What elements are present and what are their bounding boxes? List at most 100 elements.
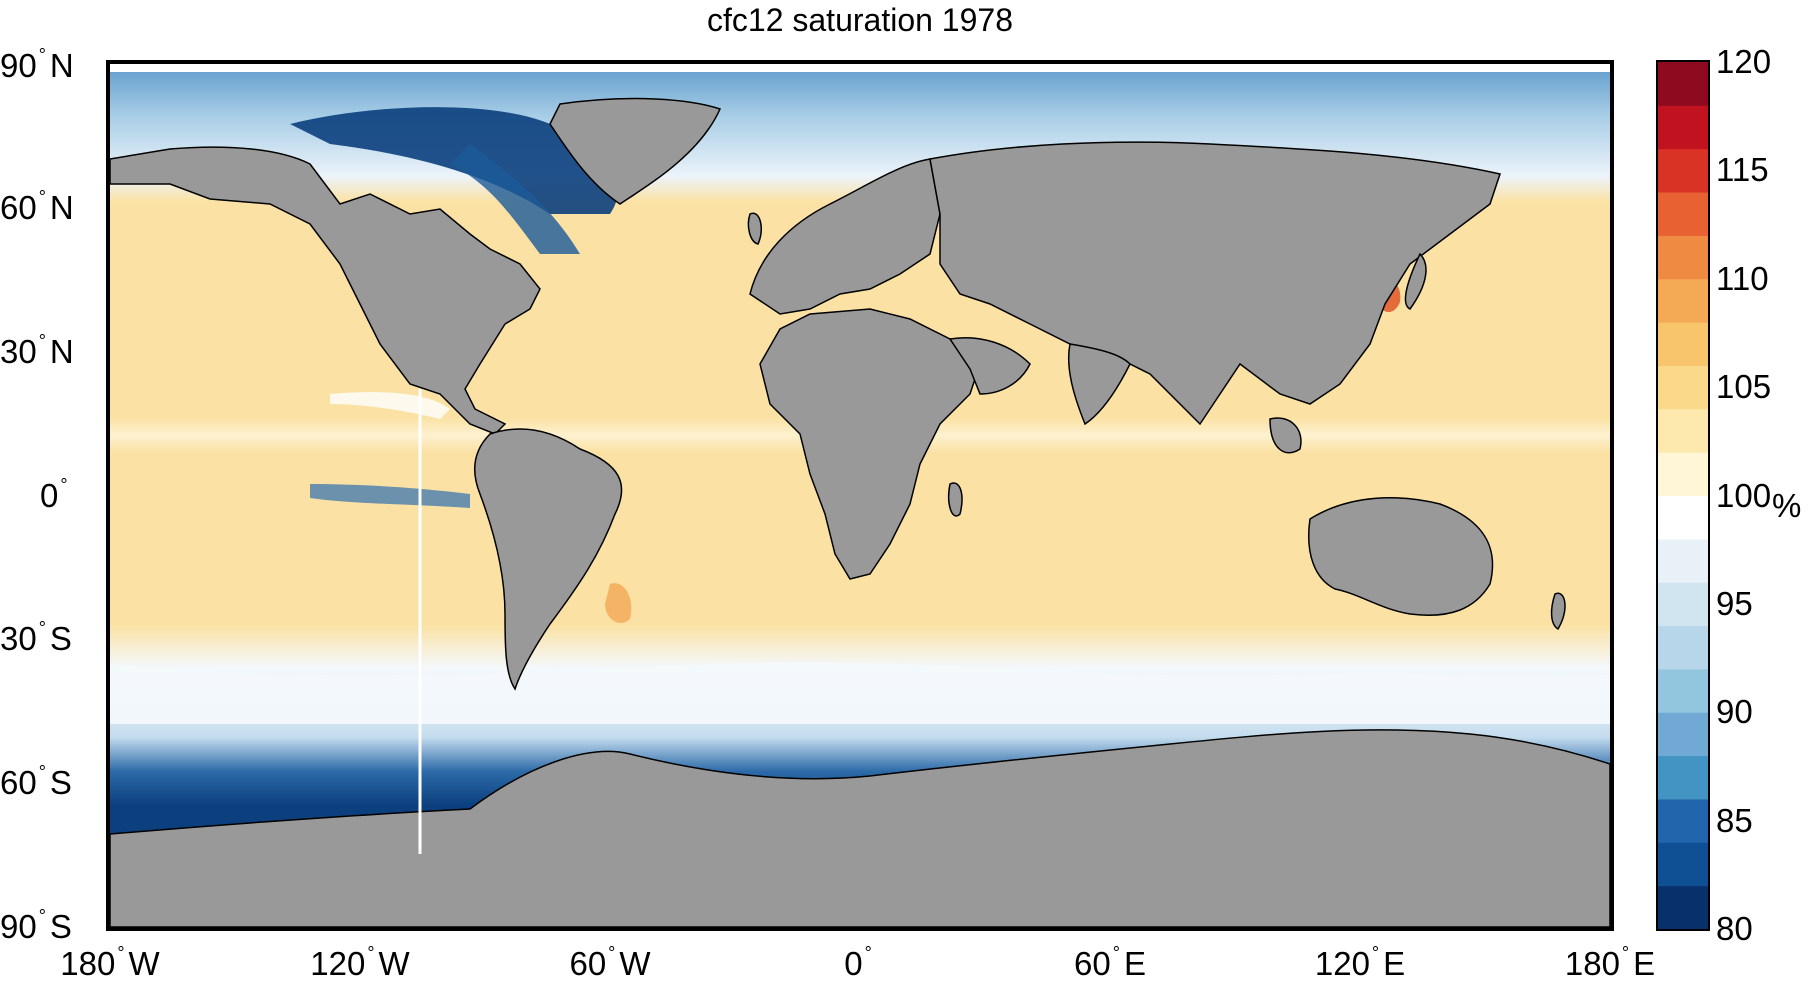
southern-white-band bbox=[110, 661, 1610, 724]
colorbar-swatch bbox=[1658, 105, 1708, 150]
degree-symbol: ° bbox=[38, 45, 46, 65]
colorbar-swatch bbox=[1658, 798, 1708, 843]
colorbar-tick-label: 95 bbox=[1716, 584, 1753, 622]
colorbar-swatch bbox=[1658, 322, 1708, 366]
degree-symbol: ° bbox=[38, 186, 46, 207]
lat-tick-label: 90 ° N bbox=[0, 45, 98, 89]
lon-tick-label-hemisphere: E bbox=[1123, 945, 1146, 982]
japan bbox=[1404, 252, 1427, 310]
lon-tick-label-value: 60 bbox=[1074, 945, 1111, 982]
colorbar-swatch bbox=[1658, 495, 1708, 540]
lat-tick-label-value: 60 bbox=[0, 764, 37, 802]
lon-tick-label-value: 120 bbox=[1314, 945, 1370, 982]
lon-tick-label: 180 ° E bbox=[1564, 943, 1656, 987]
degree-symbol: ° bbox=[1621, 943, 1630, 963]
lon-tick-label: 0 ° bbox=[844, 943, 876, 987]
degree-symbol: ° bbox=[38, 762, 46, 783]
degree-symbol: ° bbox=[38, 330, 46, 351]
colorbar-swatch bbox=[1658, 192, 1708, 236]
colorbar-tick-label: 100 bbox=[1716, 476, 1772, 514]
lon-tick-label-hemisphere: E bbox=[1633, 945, 1656, 982]
colorbar-swatch bbox=[1658, 885, 1708, 929]
colorbar-swatch bbox=[1658, 452, 1708, 496]
argentina-warm bbox=[605, 583, 632, 624]
colorbar bbox=[1656, 60, 1710, 931]
colorbar-swatch bbox=[1658, 668, 1708, 713]
colorbar-swatch bbox=[1658, 148, 1708, 193]
madagascar bbox=[948, 482, 963, 517]
lat-tick-label-hemisphere: N bbox=[49, 188, 74, 226]
europe bbox=[749, 158, 941, 315]
north-america bbox=[110, 146, 541, 435]
lat-tick-label-hemisphere: N bbox=[49, 332, 74, 370]
british-isles bbox=[747, 212, 762, 245]
lat-tick-label: 60 ° N bbox=[0, 186, 98, 231]
degree-symbol: ° bbox=[367, 943, 375, 963]
colorbar-swatch bbox=[1658, 625, 1708, 670]
degree-symbol: ° bbox=[608, 943, 616, 963]
greenland bbox=[549, 97, 722, 205]
degree-symbol: ° bbox=[38, 906, 46, 926]
india bbox=[1067, 343, 1131, 426]
lon-tick-label-hemisphere: W bbox=[619, 945, 651, 982]
colorbar-swatch bbox=[1658, 278, 1708, 323]
colorbar-swatch bbox=[1658, 365, 1708, 410]
colorbar-swatch bbox=[1658, 842, 1708, 887]
lon-tick-label-hemisphere: W bbox=[128, 945, 160, 982]
colorbar-swatch bbox=[1658, 408, 1708, 453]
colorbar-swatch bbox=[1658, 755, 1708, 800]
labrador-band bbox=[450, 144, 580, 254]
blank-north-edge bbox=[110, 64, 1610, 72]
lat-tick-label-hemisphere: N bbox=[49, 47, 74, 84]
antarctica bbox=[110, 729, 1610, 927]
arabia bbox=[948, 337, 1031, 395]
colorbar-swatch bbox=[1658, 582, 1708, 627]
australia bbox=[1308, 497, 1494, 616]
lat-tick-label: 30 ° N bbox=[0, 330, 98, 375]
map-title: cfc12 saturation 1978 bbox=[707, 2, 1013, 38]
lon-tick-label: 120 ° E bbox=[1314, 943, 1406, 987]
lat-tick-label-value: 90 bbox=[0, 908, 37, 945]
lat-tick-label: 60 ° S bbox=[0, 762, 98, 806]
lat-tick-label-hemisphere: S bbox=[49, 620, 72, 658]
lon-tick-label: 60 ° E bbox=[1074, 943, 1146, 987]
asia bbox=[929, 141, 1501, 426]
colorbar-tick-label: 105 bbox=[1716, 368, 1772, 406]
lon-tick-label-value: 180 bbox=[1564, 945, 1620, 982]
lat-tick-label-value: 90 bbox=[0, 47, 37, 84]
south-america bbox=[474, 428, 623, 691]
degree-symbol: ° bbox=[117, 943, 125, 963]
colorbar-scale bbox=[1658, 62, 1708, 929]
land-masses bbox=[110, 97, 1610, 927]
colorbar-swatch bbox=[1658, 62, 1708, 106]
lon-tick-label-value: 0 bbox=[844, 945, 863, 982]
colorbar-tick-label: 85 bbox=[1716, 801, 1753, 839]
world-map bbox=[106, 60, 1614, 931]
lat-tick-label-value: 60 bbox=[0, 188, 37, 226]
lon-tick-label-value: 180 bbox=[60, 945, 116, 982]
colorbar-tick-label: 120 bbox=[1716, 43, 1772, 80]
lat-tick-label: 0 ° bbox=[40, 474, 138, 519]
lon-tick-label-hemisphere: E bbox=[1383, 945, 1406, 982]
degree-symbol: ° bbox=[1371, 943, 1380, 963]
colorbar-tick-label: 80 bbox=[1716, 910, 1753, 947]
lat-tick-label-value: 0 bbox=[40, 476, 59, 514]
degree-symbol: ° bbox=[60, 474, 68, 495]
colorbar-swatch bbox=[1658, 235, 1708, 280]
colorbar-tick-label: 110 bbox=[1716, 259, 1769, 297]
lat-tick-label: 30 ° S bbox=[0, 618, 98, 662]
colorbar-unit-label: % bbox=[1772, 487, 1802, 524]
lon-tick-label: 180 ° W bbox=[60, 943, 160, 987]
lat-tick-label-value: 30 bbox=[0, 620, 37, 658]
lon-tick-label-value: 120 bbox=[310, 945, 366, 982]
degree-symbol: ° bbox=[864, 943, 872, 963]
colorbar-tick-label: 115 bbox=[1716, 151, 1769, 189]
lat-tick-label-hemisphere: S bbox=[49, 908, 72, 945]
colorbar-tick-label: 90 bbox=[1716, 693, 1753, 731]
colorbar-swatch bbox=[1658, 538, 1708, 583]
equatorial-tongue bbox=[310, 484, 470, 508]
lon-tick-label: 60 ° W bbox=[569, 943, 651, 987]
lon-tick-label-value: 60 bbox=[569, 945, 607, 982]
saturation-field bbox=[110, 64, 1610, 927]
colorbar-swatch bbox=[1658, 712, 1708, 757]
